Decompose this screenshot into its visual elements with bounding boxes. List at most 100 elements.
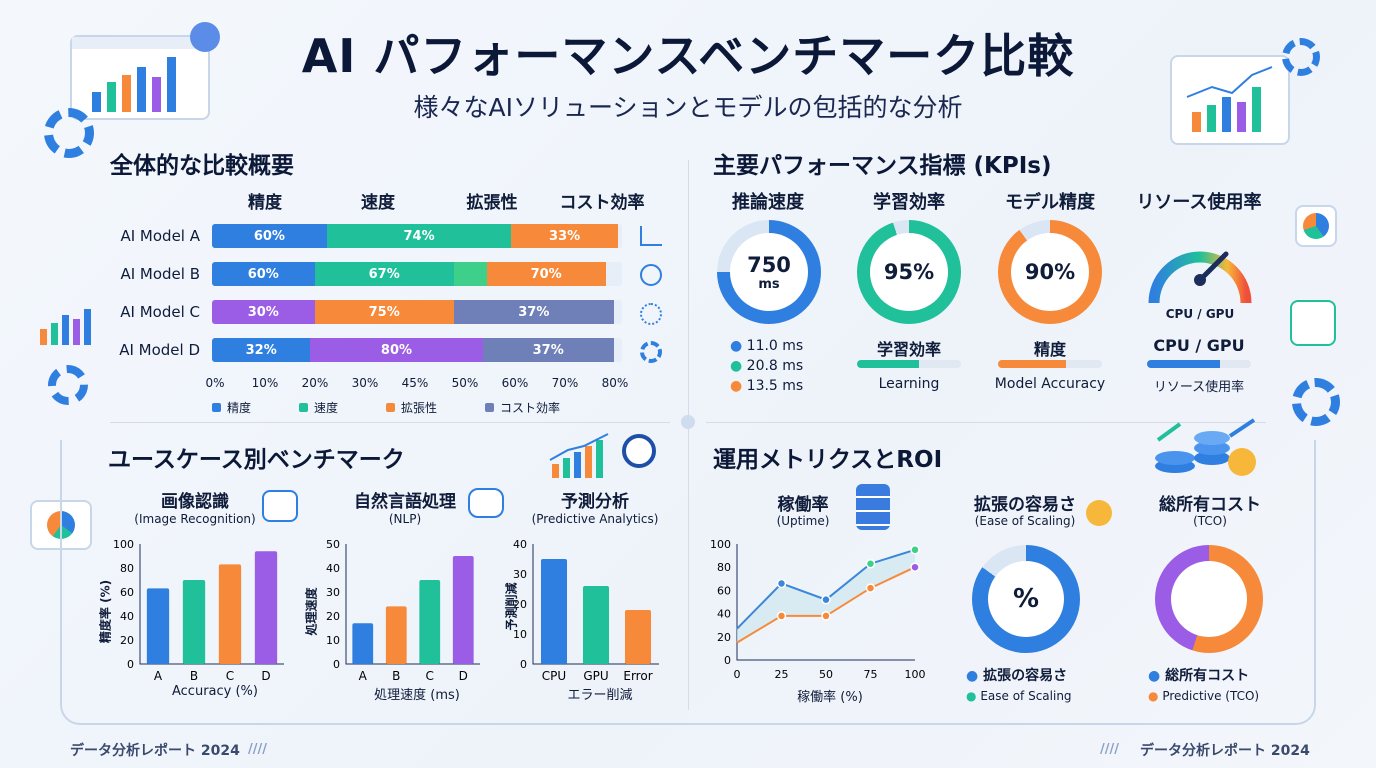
- x-tick: 20%: [301, 376, 329, 390]
- y-tick: 30: [326, 586, 340, 599]
- kpi-title: 学習効率: [873, 192, 945, 213]
- gear-icon: [44, 108, 94, 158]
- bar: [182, 580, 206, 664]
- kpi-progress: [1147, 360, 1251, 368]
- data-label: 60%: [253, 228, 285, 244]
- kpi-progress: [998, 360, 1102, 368]
- data-label: 30%: [247, 304, 279, 320]
- y-tick: 100: [710, 538, 731, 551]
- data-label: 37%: [532, 342, 564, 358]
- monitor-chart-icon: [1290, 300, 1336, 346]
- ops-title: 総所有コスト: [1159, 495, 1261, 515]
- data-point: [865, 558, 876, 569]
- bar-segment: 75%: [314, 300, 454, 324]
- bar-chart-svg: 100 80 60 40 20 0 A B C D: [113, 538, 284, 683]
- resource-gauge: [1148, 251, 1252, 304]
- y-tick: 40: [120, 610, 134, 623]
- bar: [146, 588, 170, 664]
- server-icon: [856, 484, 890, 530]
- divider-horizontal: [110, 422, 670, 423]
- area-fill: [737, 549, 915, 643]
- overview-row: AI Model A 60% 74% 33%: [100, 224, 622, 248]
- dashboard-illustration-left: [70, 35, 210, 120]
- legend-item: 精度: [212, 399, 251, 416]
- list-item: ● 20.8 ms: [730, 358, 804, 374]
- bar-segment: 67%: [314, 262, 454, 286]
- kpi-label: 学習効率: [876, 340, 941, 359]
- model-label: AI Model B: [120, 265, 200, 283]
- legend-item: ● Ease of Scaling: [966, 689, 1072, 703]
- stacked-bar: 60% 67% 70%: [212, 262, 622, 286]
- tco-donut: [1155, 545, 1263, 653]
- x-tick: B: [392, 669, 400, 680]
- kpi-unit: ms: [758, 276, 780, 292]
- kpi-value: 750: [747, 252, 791, 277]
- stacked-bar: 60% 74% 33%: [212, 224, 622, 248]
- kpi-label: 精度: [1033, 340, 1066, 359]
- kpi-progress: [857, 360, 961, 368]
- x-axis-label: エラー削減: [567, 688, 633, 703]
- data-label: 60%: [247, 266, 279, 282]
- growth-chart-icon: [640, 226, 662, 246]
- data-point: [910, 545, 920, 555]
- atom-icon: [640, 303, 662, 325]
- legend-item: コスト効率: [485, 399, 560, 416]
- legend-item: ● 総所有コスト: [1148, 668, 1250, 684]
- y-tick: 10: [513, 628, 527, 641]
- overview-row: AI Model D 32% 80% 37%: [100, 338, 622, 362]
- data-label: 80%: [380, 342, 413, 358]
- gear-icon: [640, 341, 662, 363]
- ops-subtitle: (TCO): [1193, 514, 1227, 528]
- growth-chart-icon: [548, 432, 612, 478]
- image-recognition-chart: 100 80 60 40 20 0 A B C D: [110, 538, 290, 683]
- kpi-label: CPU / GPU: [1153, 336, 1245, 355]
- bar: [540, 559, 568, 664]
- data-label: 37%: [518, 304, 550, 320]
- data-label: 75%: [368, 304, 400, 320]
- footer-slashes: ////: [1100, 742, 1119, 757]
- stacked-bar: 30% 75% 37%: [212, 300, 622, 324]
- chart-icon-badge: [190, 22, 220, 52]
- y-tick: 20: [717, 631, 731, 644]
- bar-segment: 33%: [511, 224, 618, 248]
- data-point: [776, 611, 787, 621]
- scaling-legend: ● 拡張の容易さ ● Ease of Scaling: [966, 666, 1072, 706]
- ops-heading: 運用メトリクスとROI: [713, 447, 943, 473]
- usecase-subtitle: (Image Recognition): [134, 512, 256, 526]
- image-icon: [262, 490, 298, 522]
- y-tick: 40: [326, 562, 340, 575]
- x-tick: C: [426, 669, 434, 680]
- y-axis-label: 精度率 (%): [98, 579, 113, 644]
- x-tick: 10%: [251, 376, 279, 390]
- kpi-title: モデル精度: [1005, 192, 1095, 213]
- bar: [452, 556, 474, 664]
- legend-item: 拡張性: [386, 399, 437, 416]
- gear-icon: [1282, 38, 1320, 76]
- overview-x-axis: 0% 10% 20% 30% 45% 50% 60% 70% 80%: [195, 376, 635, 390]
- list-item: ● 13.5 ms: [730, 378, 804, 394]
- footer-left: データ分析レポート 2024: [70, 743, 240, 759]
- legend-item: ● 拡張の容易さ: [966, 668, 1068, 684]
- usecase-title: 画像認識: [161, 492, 229, 512]
- gear-icon: [1292, 378, 1340, 426]
- data-point: [821, 611, 831, 621]
- magnifier-icon: [622, 434, 656, 468]
- kpi-title: 推論速度: [732, 192, 804, 213]
- bar-segment: 37%: [453, 300, 614, 324]
- inference-speed-ring: 750 ms: [717, 220, 821, 324]
- bar: [582, 586, 610, 664]
- x-tick: 80%: [601, 376, 629, 390]
- x-tick: 50: [819, 668, 833, 681]
- gauge-label: CPU / GPU: [1165, 307, 1235, 321]
- bar-chart-icon: [38, 305, 94, 345]
- x-tick: C: [226, 669, 234, 680]
- overview-col-header: 速度: [361, 193, 395, 213]
- footer-slashes: ////: [248, 742, 267, 757]
- overview-legend: 精度 速度 拡張性 コスト効率: [212, 399, 572, 416]
- kpi-value: 90%: [1024, 260, 1076, 284]
- brain-icon: [640, 264, 662, 286]
- x-tick: Error: [623, 669, 652, 680]
- kpi-value: 95%: [883, 260, 935, 284]
- gear-icon: [48, 365, 88, 405]
- y-tick: 20: [513, 598, 527, 611]
